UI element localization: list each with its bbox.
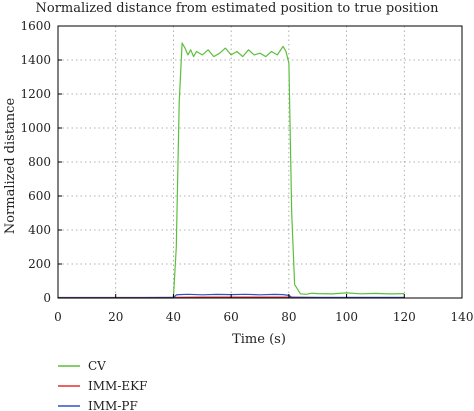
y-tick-label: 800	[28, 155, 51, 169]
x-tick-label: 140	[451, 310, 474, 324]
y-tick-label: 200	[28, 257, 51, 271]
x-tick-label: 120	[393, 310, 416, 324]
x-tick-label: 20	[108, 310, 123, 324]
axis-ticks: 0 20 40 60 80 100 120 1400200400600800100012001…	[20, 19, 473, 324]
y-tick-label: 1400	[20, 53, 51, 67]
y-axis-label: Normalized distance	[3, 98, 18, 235]
series-line-cv	[58, 42, 405, 299]
legend-label-imm-ekf: IMM-EKF	[88, 379, 147, 393]
x-tick-label: 80	[281, 310, 296, 324]
y-tick-label: 400	[28, 223, 51, 237]
chart-title: Normalized distance from estimated posit…	[36, 1, 440, 16]
x-tick-label: 100	[335, 310, 358, 324]
x-axis-label: Time (s)	[232, 332, 286, 347]
y-tick-label: 1600	[20, 19, 51, 33]
x-tick-label: 60	[224, 310, 239, 324]
legend-label-imm-pf: IMM-PF	[88, 399, 138, 411]
legend-label-cv: CV	[88, 359, 106, 373]
x-tick-label: 0	[54, 310, 62, 324]
y-tick-label: 1200	[20, 87, 51, 101]
y-tick-label: 0	[43, 291, 51, 305]
x-tick-label: 40	[166, 310, 181, 324]
grid-lines	[58, 26, 462, 298]
legend: CV IMM-EKF IMM-PF	[58, 359, 147, 411]
y-tick-label: 1000	[20, 121, 51, 135]
y-tick-label: 600	[28, 189, 51, 203]
